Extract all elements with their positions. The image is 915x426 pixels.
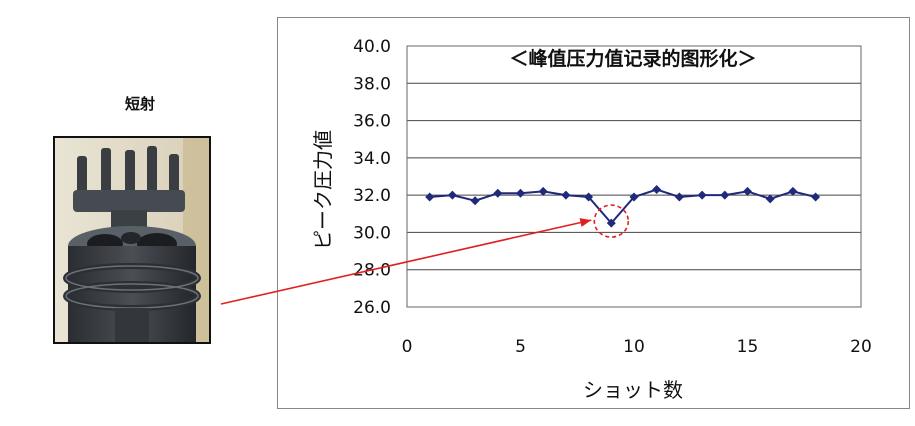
photo-caption: 短射 [124, 95, 155, 113]
plot-area [406, 45, 862, 308]
data-point [516, 188, 525, 198]
data-point [674, 192, 684, 202]
data-point [629, 192, 639, 202]
y-tick-label: 30.0 [353, 223, 391, 243]
data-point [425, 192, 435, 202]
y-tick-label: 26.0 [353, 298, 391, 318]
x-tick-label: 5 [515, 337, 526, 357]
data-point [606, 218, 616, 228]
data-point [561, 190, 571, 200]
short-shot-photo [53, 136, 211, 344]
y-axis-label: ピーク圧力値 [311, 130, 335, 250]
data-point [788, 186, 798, 196]
y-tick-labels: 40.0 38.0 36.0 34.0 32.0 30.0 28.0 26.0 [353, 37, 391, 318]
pointer-arrow [220, 219, 592, 305]
data-point [743, 186, 752, 196]
data-point [493, 188, 503, 198]
y-tick-label: 38.0 [353, 74, 391, 94]
y-tick-label: 32.0 [353, 186, 391, 206]
anomaly-highlight-circle [593, 204, 630, 238]
data-point [538, 186, 548, 196]
data-point [811, 192, 821, 202]
annotation-layer [220, 204, 630, 305]
grid-lines [407, 45, 861, 308]
molded-part-illustration [55, 138, 209, 342]
data-point [470, 196, 480, 206]
x-tick-label: 0 [402, 337, 413, 357]
x-tick-label: 20 [850, 337, 872, 357]
chart-title: ＜峰值压力值记录的图形化＞ [509, 47, 756, 70]
y-tick-label: 34.0 [353, 149, 391, 169]
data-point [447, 190, 457, 200]
x-tick-label: 15 [737, 337, 759, 357]
series-line [429, 188, 816, 225]
arrow-head [579, 218, 592, 227]
series-layer [425, 185, 821, 228]
y-tick-label: 40.0 [353, 37, 391, 57]
data-point [720, 190, 730, 200]
x-tick-label: 10 [623, 337, 645, 357]
chart-frame [277, 17, 910, 409]
y-tick-label: 36.0 [353, 112, 391, 132]
y-tick-label: 28.0 [353, 261, 391, 281]
x-tick-labels: 0 5 10 15 20 [402, 337, 872, 357]
data-point [584, 192, 594, 202]
data-point [652, 185, 662, 195]
data-point [765, 194, 775, 204]
data-point [697, 190, 707, 200]
x-axis-label: ショット数 [583, 378, 683, 402]
